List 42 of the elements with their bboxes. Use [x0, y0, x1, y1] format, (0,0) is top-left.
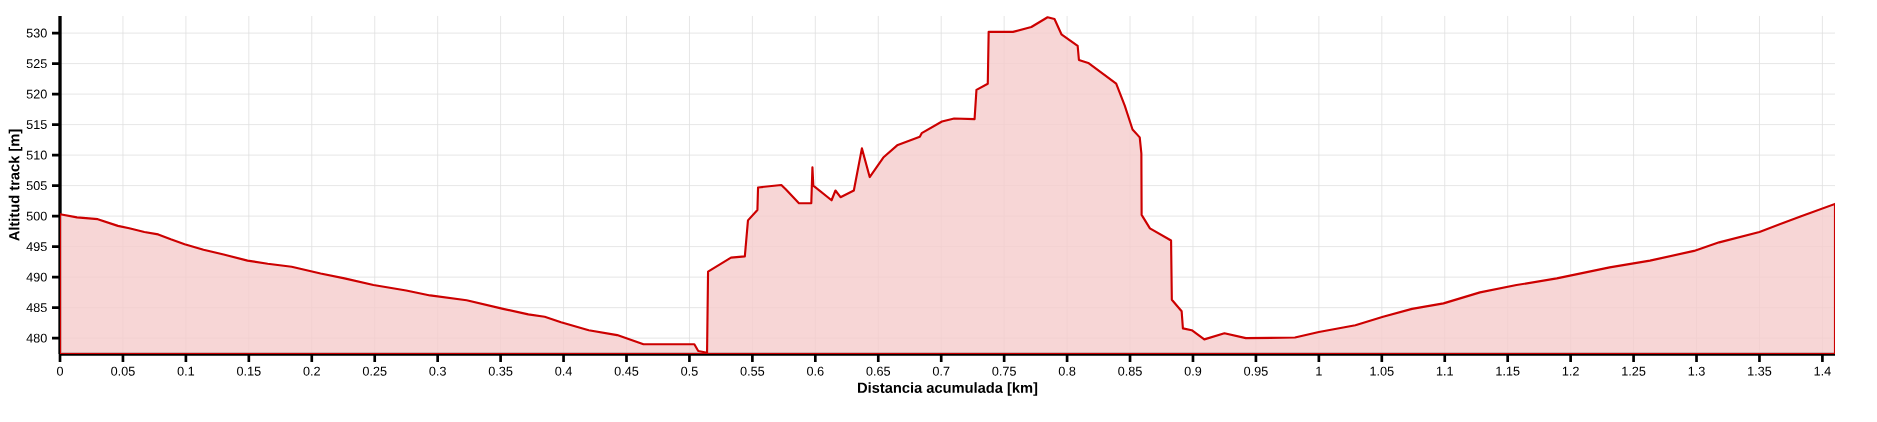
x-tick-label: 0 — [56, 366, 64, 376]
x-tick-label: 0.85 — [1118, 366, 1142, 376]
x-tick-label: 0.55 — [740, 366, 765, 376]
y-tick-label: 515 — [26, 120, 47, 130]
y-tick-label: 485 — [26, 303, 47, 313]
x-tick-label: 0.8 — [1058, 366, 1076, 376]
y-tick-label: 495 — [26, 242, 47, 252]
x-tick-label: 0.2 — [303, 366, 320, 376]
x-tick-label: 0.05 — [111, 366, 135, 376]
y-tick-label: 505 — [26, 181, 47, 191]
x-tick-label: 0.9 — [1184, 366, 1202, 376]
x-tick-label: 0.3 — [429, 366, 446, 376]
x-tick-label: 1.1 — [1436, 366, 1453, 376]
x-tick-label: 1.3 — [1688, 366, 1705, 376]
x-tick-label: 1.15 — [1496, 366, 1520, 376]
x-tick-label: 0.25 — [362, 366, 387, 376]
y-tick-label: 510 — [26, 150, 47, 160]
x-tick-label: 0.7 — [932, 366, 950, 376]
x-axis-title: Distancia acumulada [km] — [858, 382, 1038, 396]
x-tick-label: 1.25 — [1622, 366, 1646, 376]
x-tick-label: 0.45 — [614, 366, 639, 376]
x-tick-label: 1.35 — [1748, 366, 1772, 376]
y-tick-label: 520 — [26, 89, 47, 99]
x-tick-label: 0.6 — [807, 366, 824, 376]
x-tick-label: 0.4 — [555, 366, 572, 376]
x-tick-label: 0.15 — [237, 366, 261, 376]
x-tick-label: 1.4 — [1814, 366, 1831, 376]
x-tick-label: 0.5 — [681, 366, 698, 376]
y-tick-label: 500 — [26, 211, 47, 221]
x-tick-label: 0.35 — [488, 366, 513, 376]
x-tick-label: 0.65 — [866, 366, 891, 376]
y-tick-label: 490 — [26, 272, 47, 282]
x-tick-label: 0.1 — [177, 366, 195, 376]
y-tick-label: 525 — [26, 59, 47, 69]
y-axis-title: Altitud track [m] — [8, 129, 23, 241]
y-tick-label: 480 — [26, 333, 47, 343]
x-tick-label: 1 — [1316, 366, 1322, 376]
y-tick-label: 530 — [26, 28, 47, 38]
x-tick-label: 1.05 — [1370, 366, 1394, 376]
x-tick-label: 0.95 — [1244, 366, 1268, 376]
x-tick-label: 1.2 — [1562, 366, 1579, 376]
x-tick-label: 0.75 — [992, 366, 1016, 376]
